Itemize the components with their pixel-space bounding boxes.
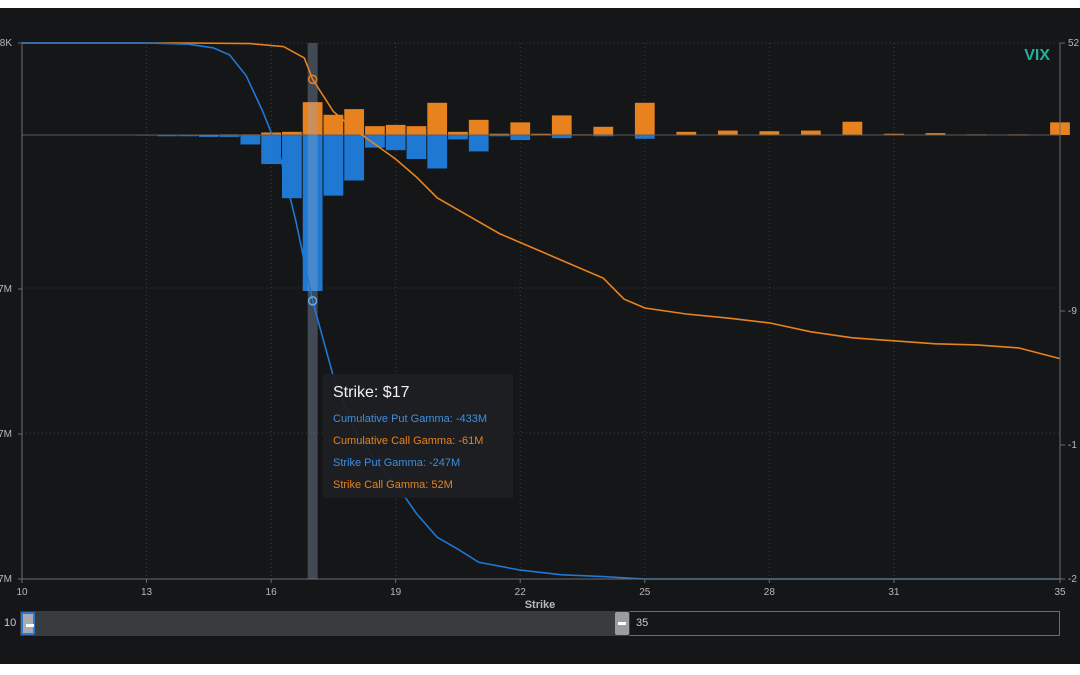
put-bar [448, 135, 468, 140]
range-max-label: 35 [636, 617, 649, 629]
put-bar [219, 135, 240, 137]
put-bar [489, 135, 510, 137]
tooltip-cumulative-call: Cumulative Call Gamma: -61M [333, 435, 484, 447]
x-tick-label: 10 [16, 587, 28, 598]
ticker-label: VIX [1024, 47, 1050, 64]
range-slider-selection[interactable] [20, 611, 630, 636]
right-axis-label: -1 [1068, 440, 1077, 451]
call-bar [323, 114, 344, 135]
call-bar [489, 133, 510, 135]
grid [21, 42, 1061, 580]
hover-tooltip: Strike: $17 Cumulative Put Gamma: -433M … [323, 374, 513, 498]
call-bar [551, 115, 572, 135]
cumulative-call-hover-dot [307, 74, 318, 85]
put-bar [198, 135, 219, 137]
grip-icon [618, 622, 626, 625]
put-bar [551, 135, 572, 139]
put-bar [261, 135, 281, 165]
put-bar [593, 135, 614, 137]
tooltip-title: Strike: $17 [333, 384, 410, 401]
right-axis-label: 52 [1068, 38, 1080, 49]
call-bar [676, 131, 697, 135]
tooltip-strike-put: Strike Put Gamma: -247M [333, 457, 461, 469]
left-axis-label: 7M [0, 284, 12, 295]
x-tick-label: 35 [1054, 587, 1066, 598]
call-bar [925, 133, 946, 135]
range-min-handle[interactable] [21, 612, 35, 635]
call-bar [365, 126, 385, 135]
put-bar [406, 135, 427, 159]
range-min-label: 10 [4, 617, 17, 629]
tooltip-cumulative-put: Cumulative Put Gamma: -433M [333, 413, 488, 425]
x-tick-label: 31 [888, 587, 900, 598]
call-bar [842, 121, 863, 135]
x-tick-label: 28 [764, 587, 776, 598]
right-axis-label: -9 [1068, 306, 1077, 317]
cumulative-call-line [22, 42, 1061, 360]
left-axis-label: 7M [0, 574, 12, 585]
call-bar [406, 126, 427, 135]
put-bar [282, 135, 302, 199]
right-axis-label: -2 [1068, 574, 1077, 585]
call-bar [427, 102, 448, 135]
call-bar [634, 102, 655, 135]
left-axis-label: 8K [0, 38, 12, 49]
x-tick-label: 13 [141, 587, 153, 598]
put-bar [385, 135, 406, 151]
put-bar [323, 135, 344, 196]
put-bar [302, 135, 323, 291]
call-bar [717, 130, 738, 135]
x-tick-label: 25 [639, 587, 651, 598]
range-slider[interactable]: 10 35 [0, 611, 1080, 639]
put-bar [427, 135, 448, 169]
call-bar [884, 133, 904, 135]
cumulative-put-line [22, 42, 1060, 580]
call-bar [801, 130, 821, 135]
range-max-handle[interactable] [615, 612, 629, 635]
x-tick-label: 22 [515, 587, 527, 598]
call-bar [510, 122, 531, 135]
put-bar [344, 135, 365, 181]
chart-panel [0, 8, 1080, 664]
put-bar [240, 135, 261, 145]
gamma-chart[interactable]: 10 13 16 19 22 25 28 31 35 8K 7M 7M 7M 52 -9 -1 -2 VIX S… [0, 8, 1080, 664]
put-bar [634, 135, 655, 139]
call-bar [593, 126, 614, 135]
call-bar [385, 124, 406, 135]
axes: 10 13 16 19 22 25 28 31 35 8K 7M 7M 7M 52 -9 -1 -2 [0, 38, 1080, 598]
put-bar [178, 135, 198, 137]
call-bar [468, 119, 489, 135]
strike-call-bars [198, 102, 1070, 136]
grip-icon [26, 624, 34, 627]
x-axis-title: Strike [525, 599, 556, 611]
x-tick-label: 16 [266, 587, 278, 598]
call-bar [302, 102, 323, 135]
cumulative-put-hover-dot [307, 296, 318, 306]
call-bar [344, 109, 365, 135]
call-bar [759, 131, 780, 135]
call-bar [448, 131, 468, 135]
put-bar [365, 135, 385, 148]
x-tick-label: 19 [390, 587, 402, 598]
hover-band [307, 43, 318, 579]
put-bar [468, 135, 489, 152]
put-bar [157, 135, 178, 137]
tooltip-strike-call: Strike Call Gamma: 52M [333, 479, 453, 491]
left-axis-label: 7M [0, 429, 12, 440]
call-bar [282, 131, 302, 135]
call-bar [531, 133, 551, 135]
put-bar [510, 135, 531, 141]
